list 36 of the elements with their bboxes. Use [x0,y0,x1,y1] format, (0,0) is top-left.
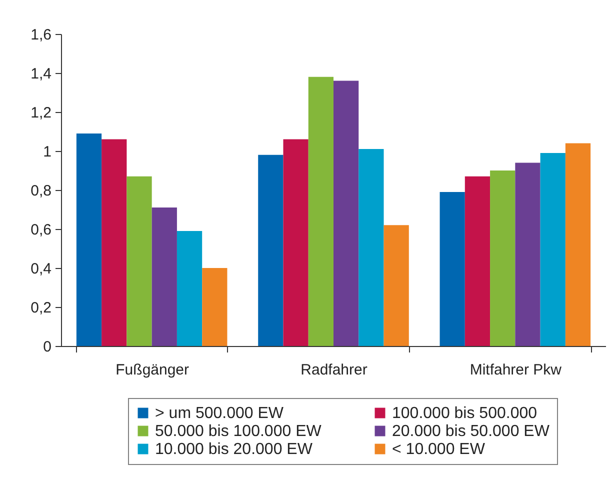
bar [334,80,359,346]
bar [126,176,152,346]
y-tick-label: 0 [43,338,52,356]
y-tick-label: 0,8 [30,182,52,200]
bar [540,152,566,346]
y-tick-label: 1 [43,144,52,160]
bar [440,192,465,346]
x-tick-label: Radfahrer [300,362,368,378]
bar [464,176,490,346]
bar [384,225,409,346]
legend-label: 50.000 bis 100.000 EW [155,423,322,440]
bar [152,208,177,346]
legend-label: 20.000 bis 50.000 EW [392,423,550,440]
y-tick-label: 1,4 [30,66,52,82]
y-tick-label: 1,6 [30,26,52,44]
bar [202,268,228,346]
bar [490,170,516,346]
y-tick-label: 0,2 [30,300,52,316]
bar [515,162,540,346]
bar [102,139,127,346]
bar [283,139,308,346]
bar [258,154,284,346]
y-tick-label: 0,4 [30,260,52,278]
legend-label: > um 500.000 EW [155,405,284,422]
bar [176,230,202,346]
y-tick-label: 0,6 [30,222,52,238]
bar [76,133,102,346]
y-tick-label: 1,2 [30,104,52,122]
x-tick-label: Fußgänger [116,362,190,378]
legend-label: 100.000 bis 500.000 [392,405,538,422]
legend-label: 10.000 bis 20.000 EW [155,441,314,458]
bar [308,76,334,346]
bar [565,143,591,346]
legend-label: < 10.000 EW [392,441,486,458]
x-tick-label: Mitfahrer Pkw [470,362,562,378]
bar [358,149,384,346]
